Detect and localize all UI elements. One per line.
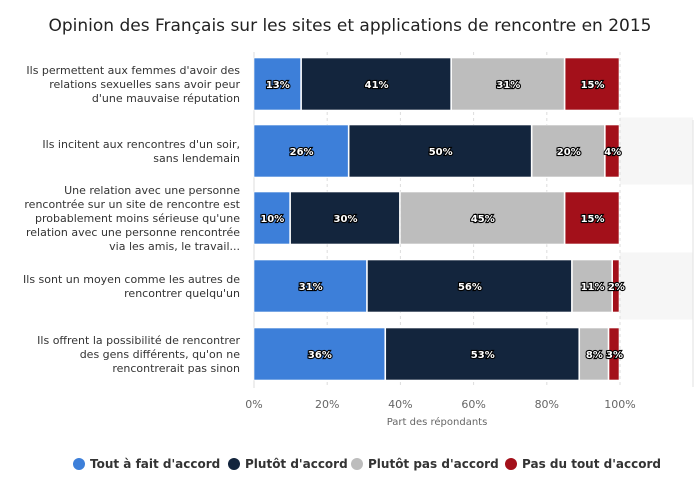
category-label-line: rencontrerait pas sinon: [112, 362, 240, 375]
x-tick-label: 80%: [535, 398, 559, 411]
category-label: Une relation avec une personne rencontrée…: [24, 184, 240, 253]
legend-label: Plutôt d'accord: [245, 457, 348, 471]
x-tick-label: 40%: [388, 398, 412, 411]
legend-swatch: [351, 458, 363, 470]
bar-value-label: 50%: [429, 147, 453, 158]
legend-label: Tout à fait d'accord: [90, 457, 220, 471]
bar-segment[interactable]: [579, 327, 609, 381]
bar-segment[interactable]: [608, 327, 620, 381]
x-axis-label: Part des répondants: [387, 416, 488, 428]
legend-swatch: [73, 458, 85, 470]
bar-value-label: 10%: [260, 214, 284, 225]
category-label-line: Une relation avec une personne: [64, 184, 240, 197]
bar-value-label: 20%: [557, 147, 581, 158]
bar-value-label: 11%: [581, 282, 605, 293]
bar-segment[interactable]: [612, 259, 620, 313]
bar-segment[interactable]: [253, 259, 367, 313]
legend-label: Plutôt pas d'accord: [368, 457, 499, 471]
bar-segment[interactable]: [253, 124, 349, 178]
x-axis-ticks: 0% 20% 40% 60% 80% 100%: [245, 398, 635, 411]
bar-segment[interactable]: [367, 259, 572, 313]
bar-segment[interactable]: [531, 124, 605, 178]
category-label-line: probablement moins sérieuse qu'une: [35, 212, 240, 225]
legend-label: Pas du tout d'accord: [522, 457, 661, 471]
bar-segment[interactable]: [385, 327, 580, 381]
legend-swatch: [228, 458, 240, 470]
category-label: Ils permettent aux femmes d'avoir des rel…: [26, 64, 240, 105]
category-label-line: relation avec une personne rencontrée: [26, 226, 240, 239]
legend-swatch: [505, 458, 517, 470]
bar-value-label: 31%: [496, 80, 520, 91]
legend-item[interactable]: Pas du tout d'accord: [505, 457, 661, 471]
row-stripe: [620, 252, 693, 320]
bar-value-label: 26%: [290, 147, 314, 158]
category-label-line: Ils offrent la possibilité de rencontrer: [37, 334, 240, 347]
category-label: Ils offrent la possibilité de rencontrer…: [37, 334, 240, 375]
bars: 13% 41% 31% 15% 26% 50% 20% 4% 10% 30% 45% 15% 31% 56…: [253, 57, 626, 381]
bar-value-label: 3%: [606, 350, 623, 361]
x-tick-label: 20%: [315, 398, 339, 411]
bar-segment[interactable]: [564, 57, 620, 111]
bar-value-label: 41%: [365, 80, 389, 91]
bar-value-label: 13%: [266, 80, 290, 91]
row-stripes: [620, 117, 693, 320]
bar-value-label: 4%: [604, 147, 621, 158]
bar-segment[interactable]: [605, 124, 620, 178]
bar-segment[interactable]: [564, 191, 620, 245]
x-tick-label: 60%: [461, 398, 485, 411]
category-label: Ils sont un moyen comme les autres de ren…: [23, 273, 240, 300]
bar-segment[interactable]: [400, 191, 565, 245]
bar-segment[interactable]: [253, 327, 386, 381]
bar-value-label: 31%: [299, 282, 323, 293]
x-tick-label: 0%: [245, 398, 262, 411]
bar-segment[interactable]: [572, 259, 612, 313]
category-label-line: des gens différents, qu'on ne: [80, 348, 241, 361]
chart-title: Opinion des Français sur les sites et ap…: [48, 16, 651, 36]
category-label-line: rencontrer quelqu'un: [124, 287, 240, 300]
category-label-line: via les amis, le travail...: [109, 240, 240, 253]
bar-value-label: 45%: [471, 214, 495, 225]
legend-item[interactable]: Tout à fait d'accord: [73, 457, 220, 471]
bar-value-label: 15%: [581, 80, 605, 91]
bar-value-label: 36%: [308, 350, 332, 361]
category-label-line: sans lendemain: [153, 152, 240, 165]
bar-value-label: 15%: [581, 214, 605, 225]
bar-value-label: 56%: [458, 282, 482, 293]
x-tick-label: 100%: [604, 398, 635, 411]
bar-value-label: 53%: [471, 350, 495, 361]
category-label-line: Ils incitent aux rencontres d'un soir,: [42, 138, 240, 151]
legend: Tout à fait d'accord Plutôt d'accord Plutô…: [73, 457, 661, 471]
category-label: Ils incitent aux rencontres d'un soir, sa…: [42, 138, 240, 165]
bar-segment[interactable]: [348, 124, 532, 178]
category-label-line: relations sexuelles sans avoir peur: [49, 78, 240, 91]
bar-value-label: 30%: [334, 214, 358, 225]
bar-segment[interactable]: [253, 191, 290, 245]
bar-value-label: 8%: [586, 350, 603, 361]
category-label-line: Ils permettent aux femmes d'avoir des: [26, 64, 240, 77]
bar-value-label: 2%: [608, 282, 625, 293]
bar-segment[interactable]: [253, 57, 301, 111]
legend-item[interactable]: Plutôt pas d'accord: [351, 457, 499, 471]
legend-item[interactable]: Plutôt d'accord: [228, 457, 348, 471]
bar-segment[interactable]: [290, 191, 400, 245]
row-stripe: [620, 117, 693, 185]
category-label-line: d'une mauvaise réputation: [92, 92, 240, 105]
category-label-line: rencontrée sur un site de rencontre est: [24, 198, 240, 211]
bar-segment[interactable]: [301, 57, 451, 111]
category-label-line: Ils sont un moyen comme les autres de: [23, 273, 240, 286]
category-labels: Ils permettent aux femmes d'avoir des rel…: [23, 64, 241, 375]
bar-segment[interactable]: [451, 57, 565, 111]
